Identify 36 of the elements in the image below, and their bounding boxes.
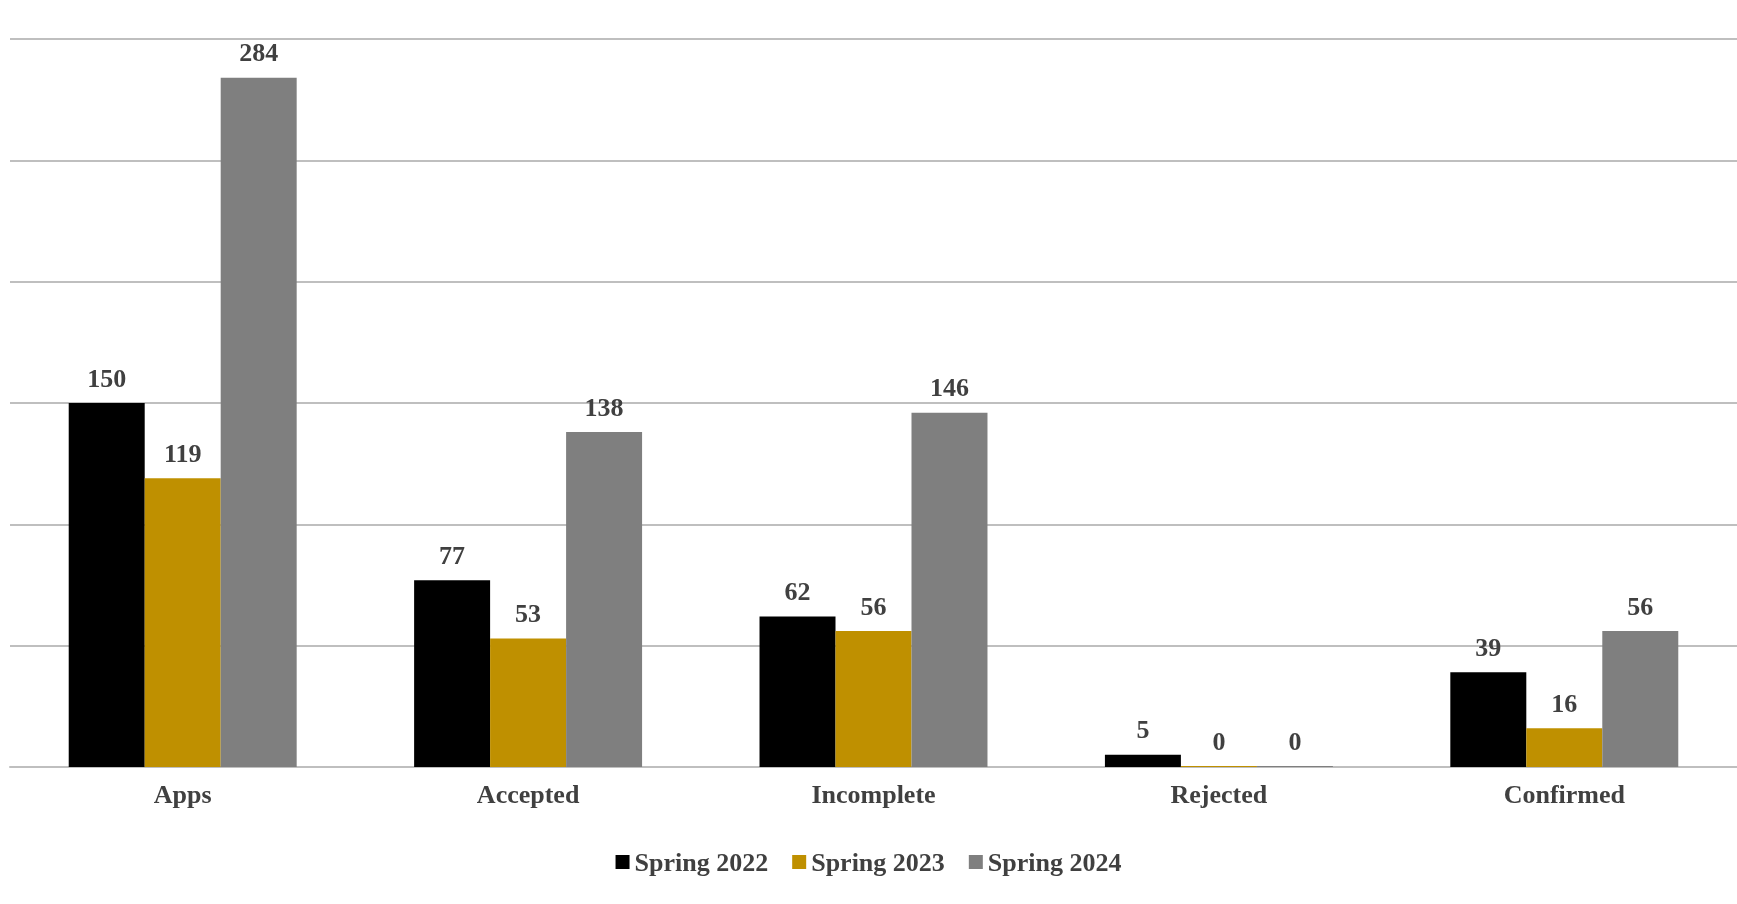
data-label: 5 (1136, 715, 1150, 745)
data-label: 138 (584, 392, 624, 422)
bar (835, 631, 912, 767)
bar (220, 77, 297, 767)
x-tick-label: Rejected (1170, 779, 1268, 809)
legend-label: Spring 2024 (987, 847, 1122, 877)
data-label: 39 (1475, 632, 1502, 662)
x-tick-label: Confirmed (1503, 779, 1626, 809)
legend-label: Spring 2022 (634, 847, 769, 877)
bar (1526, 728, 1603, 767)
x-tick-label: Accepted (476, 779, 580, 809)
bar (1602, 631, 1679, 767)
data-label: 284 (239, 38, 279, 68)
data-label: 0 (1288, 726, 1302, 756)
bar (414, 580, 491, 767)
data-label: 77 (439, 540, 466, 570)
bar (566, 432, 643, 767)
data-label: 56 (1627, 591, 1654, 621)
data-label: 0 (1212, 726, 1226, 756)
x-tick-label: Incomplete (811, 779, 936, 809)
bar (490, 638, 567, 767)
data-label: 150 (87, 363, 127, 393)
data-label: 62 (784, 577, 811, 607)
x-tick-label: Apps (153, 779, 212, 809)
legend-label: Spring 2023 (811, 847, 945, 877)
bar (911, 412, 988, 767)
bar (68, 403, 145, 767)
bar (759, 616, 836, 767)
data-label: 146 (929, 373, 969, 403)
data-label: 53 (515, 598, 542, 628)
bar (1104, 754, 1181, 767)
data-label: 56 (860, 591, 887, 621)
data-label: 16 (1551, 688, 1578, 718)
data-label: 119 (163, 438, 202, 468)
bar (1450, 672, 1527, 767)
bar (144, 478, 221, 767)
